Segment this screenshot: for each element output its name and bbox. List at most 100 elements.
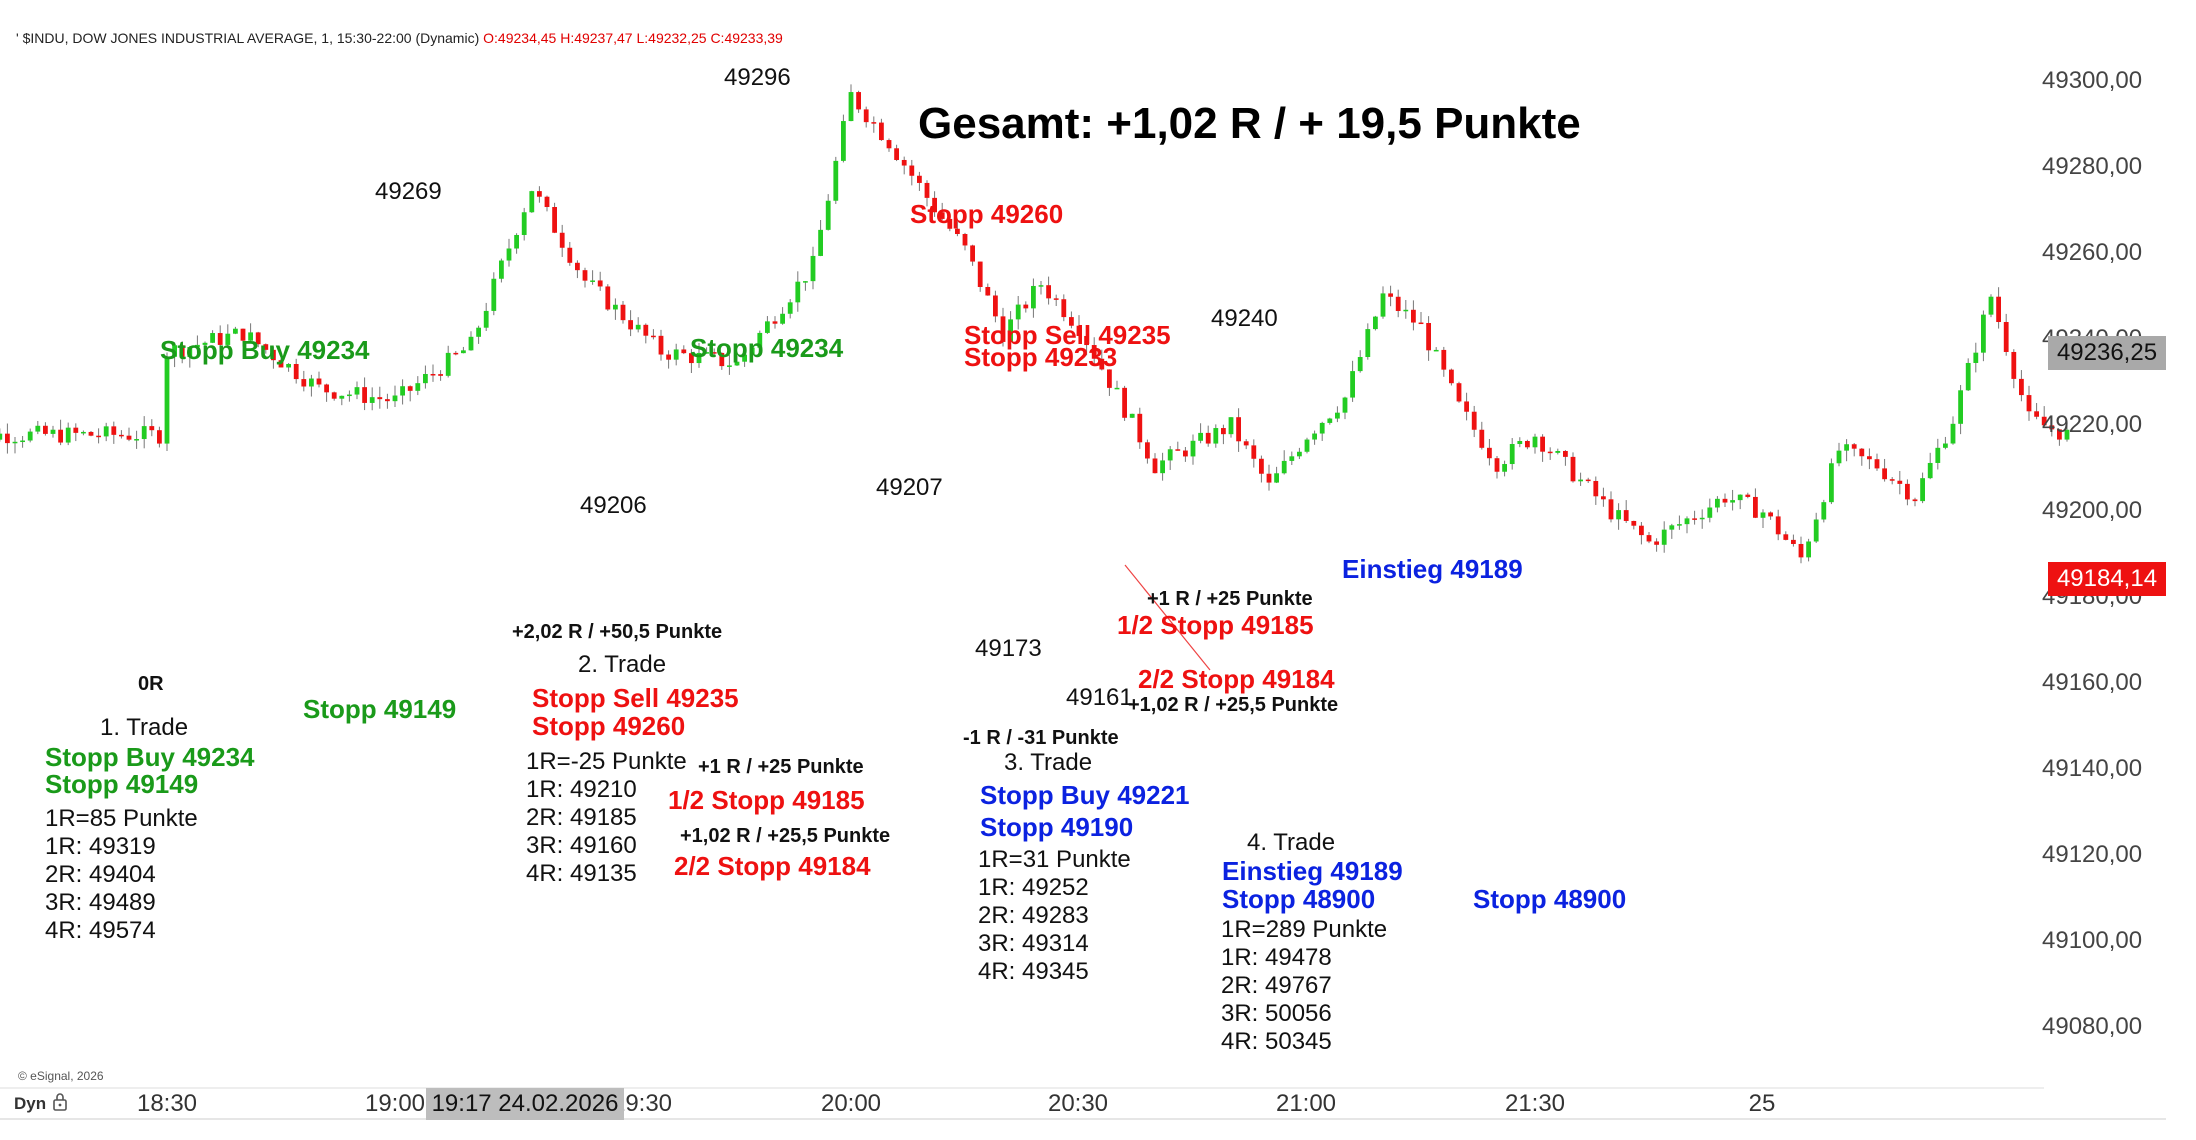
candle-down [1388, 293, 1393, 297]
y-tick-label: 49100,00 [2042, 927, 2143, 954]
candle-down [681, 349, 687, 354]
candle-down [1426, 322, 1431, 351]
candle-down [1449, 369, 1454, 384]
dynamic-mode-label[interactable]: Dyn [14, 1094, 47, 1113]
candle-down [2003, 322, 2009, 352]
candle-down [1912, 499, 1918, 502]
candle-down [1145, 442, 1150, 459]
annotation-lines [1124, 564, 1211, 671]
current-price-label: 49236,25 [2048, 336, 2166, 370]
candle-up [233, 328, 238, 334]
x-tick-label: 20:00 [820, 1090, 882, 1117]
candle-down [993, 295, 998, 317]
candle-up [1669, 525, 1675, 530]
candle-up [172, 345, 177, 357]
trade2-risk: 1R=-25 Punkte [526, 748, 687, 775]
candle-up [1281, 460, 1287, 474]
stopp-label: Stopp 49260 [910, 199, 1064, 229]
candle-down [1046, 285, 1051, 299]
trade2-target: 3R: 49160 [526, 832, 637, 859]
candle-down [575, 262, 580, 271]
candle-up [1737, 494, 1743, 501]
candle-down [278, 360, 284, 368]
candle-up [696, 352, 702, 364]
candle-up [476, 327, 481, 337]
candle-up [1555, 450, 1561, 453]
candle-up [1327, 418, 1333, 423]
candle-up [673, 349, 679, 360]
candle-down [1000, 316, 1006, 342]
candle-up [1578, 479, 1583, 482]
candle-up [1965, 362, 1971, 391]
candle-down [1069, 317, 1074, 326]
candle-up [1198, 432, 1203, 441]
candle-up [1844, 444, 1849, 451]
candle-up [1160, 460, 1165, 474]
candle-down [2011, 351, 2017, 379]
trade2-partial-result: +1 R / +25 Punkte [698, 756, 864, 778]
candle-up [164, 356, 170, 444]
candle-up [810, 255, 816, 282]
candle-up [1715, 498, 1720, 508]
candle-up [27, 431, 33, 441]
candle-down [917, 175, 922, 183]
candle-up [202, 342, 208, 345]
candle-up [20, 440, 25, 443]
candle-up [347, 394, 352, 397]
stopp-label: Stopp 48900 [1473, 884, 1627, 914]
candle-up [1981, 314, 1986, 353]
candle-down [863, 109, 869, 123]
candle-down [1205, 432, 1211, 444]
trade3-target: 2R: 49283 [978, 902, 1089, 929]
candle-down [385, 399, 390, 402]
candle-up [1357, 357, 1363, 372]
candle-up [529, 191, 535, 213]
result-label: +1 R / +25 Punkte [1147, 588, 1313, 610]
candle-down [2026, 395, 2032, 412]
candle-down [1775, 516, 1781, 535]
candle-down [430, 373, 436, 376]
candle-down [643, 324, 649, 336]
lock-icon[interactable] [52, 1092, 68, 1112]
candle-down [567, 247, 573, 263]
candle-down [1183, 450, 1188, 457]
candle-up [1806, 541, 1811, 558]
candle-up [1836, 450, 1842, 464]
candle-down [2019, 378, 2024, 396]
candle-down [1418, 322, 1424, 325]
candle-down [1547, 451, 1553, 454]
candle-down [240, 328, 246, 341]
trade1-target: 2R: 49404 [45, 861, 156, 888]
trade4-risk: 1R=289 Punkte [1221, 916, 1388, 943]
candle-up [1829, 463, 1834, 503]
candle-up [2064, 429, 2070, 440]
candle-down [324, 384, 329, 393]
trade2-title: 2. Trade [578, 651, 667, 678]
candle-down [1464, 401, 1469, 412]
candle-up [1167, 449, 1173, 461]
trade1-entry: Stopp Buy 49234 [45, 742, 255, 772]
candle-up [1114, 387, 1120, 390]
candle-down [1076, 325, 1082, 336]
trade3-entry: Stopp Buy 49221 [980, 780, 1190, 810]
candle-down [597, 280, 603, 287]
trade2-full-stopp: 2/2 Stopp 49184 [674, 851, 871, 881]
trade4-stop: Stopp 48900 [1222, 884, 1376, 914]
candle-down [1867, 456, 1872, 460]
candle-up [1699, 517, 1705, 520]
result-label: +1,02 R / +25,5 Punkte [1128, 694, 1339, 716]
candle-down [1654, 541, 1659, 545]
candle-up [1297, 451, 1302, 457]
stopp-label: Stopp 49234 [690, 333, 844, 363]
candle-down [1251, 445, 1257, 459]
candle-up [499, 260, 504, 279]
trade1-target: 3R: 49489 [45, 889, 156, 916]
candle-down [1745, 494, 1751, 497]
candle-up [787, 302, 793, 314]
candle-down [719, 352, 725, 367]
trade1-stop: Stopp 49149 [45, 769, 199, 799]
candle-up [635, 324, 641, 330]
trade2-result: +2,02 R / +50,5 Punkte [512, 621, 723, 643]
